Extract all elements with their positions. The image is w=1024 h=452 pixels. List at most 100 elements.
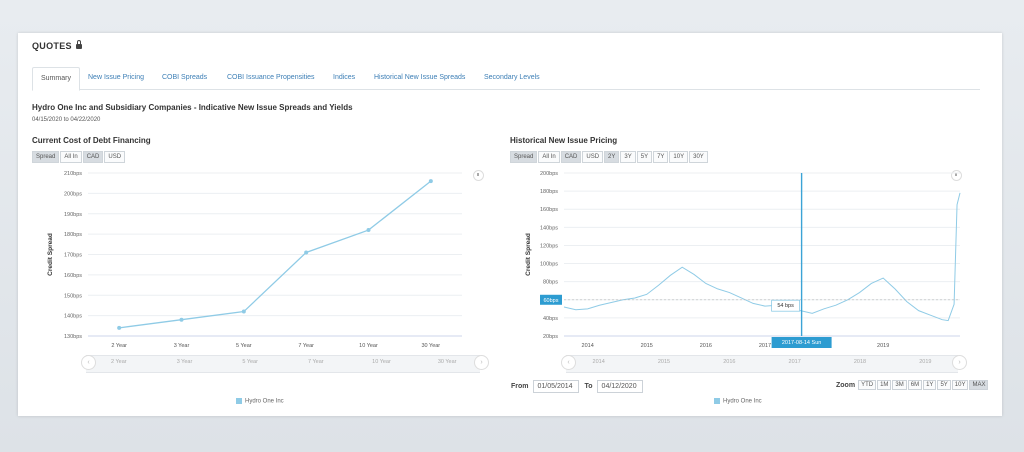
y-tick-label: 190bps — [64, 212, 82, 218]
y-tick-label: 160bps — [64, 273, 82, 279]
right-chart-download-icon[interactable] — [951, 170, 962, 181]
y-tick-label: 180bps — [64, 232, 82, 238]
cad-button[interactable]: CAD — [560, 151, 582, 163]
tab-cobi-issuance-propensities[interactable]: COBI Issuance Propensities — [227, 74, 315, 81]
data-point — [428, 179, 433, 184]
from-label: From — [511, 383, 529, 390]
y-tick-label: 20bps — [543, 334, 558, 340]
data-point — [366, 228, 371, 233]
to-label: To — [584, 383, 593, 390]
zoom-10y-button[interactable]: 10Y — [951, 380, 969, 390]
x-tick-label: 3 Year — [174, 343, 190, 349]
tab-bar: Summary New Issue Pricing COBI Spreads C… — [32, 67, 980, 91]
tab-summary[interactable]: Summary — [32, 67, 80, 91]
series-line — [563, 192, 961, 322]
x-tick-label: 2017 — [759, 343, 771, 349]
y-tick-label: 140bps — [64, 314, 82, 320]
left-chart-legend[interactable]: Hydro One Inc — [236, 398, 284, 405]
right-chart-navigator[interactable] — [566, 355, 958, 373]
right-navigator-prev-icon[interactable]: ‹ — [561, 355, 576, 370]
left-chart: 210bps 200bps 190bps 180bps 170bps 160bps 150b… — [47, 171, 462, 349]
spread-button[interactable]: Spread — [32, 151, 60, 163]
zoom-controls: Zoom YTD 1M 3M 6M 1Y 5Y 10Y MAX — [836, 380, 989, 390]
zoom-3m-button[interactable]: 3M — [892, 380, 907, 390]
zoom-ytd-button[interactable]: YTD — [858, 380, 877, 390]
tab-new-issue-pricing[interactable]: New Issue Pricing — [88, 74, 145, 81]
spread-button[interactable]: Spread — [510, 151, 538, 163]
tab-historical-new-issue-spreads[interactable]: Historical New Issue Spreads — [374, 74, 466, 81]
term-10y-button[interactable]: 10Y — [669, 151, 689, 163]
x-tick-label: 7 Year — [298, 343, 314, 349]
to-date-input[interactable]: 04/12/2020 — [596, 380, 643, 393]
quotes-header: QUOTES — [32, 40, 82, 51]
quotes-panel: QUOTES Summary New Issue Pricing COBI Sp… — [18, 33, 1002, 416]
zoom-1m-button[interactable]: 1M — [877, 380, 892, 390]
tooltip-box — [771, 299, 801, 312]
left-navigator-prev-icon[interactable]: ‹ — [81, 355, 96, 370]
crosshair-date-label: 2017-08-14 Sun — [782, 340, 821, 346]
lock-icon — [75, 40, 82, 49]
tab-indices[interactable]: Indices — [333, 74, 356, 81]
y-tick-label: 130bps — [64, 334, 82, 340]
y-tick-label: 200bps — [64, 191, 82, 197]
current-value-marker — [540, 294, 562, 305]
legend-label: Hydro One Inc — [723, 398, 762, 405]
zoom-1y-button[interactable]: 1Y — [923, 380, 937, 390]
navigator-label: 2018 — [853, 359, 867, 365]
crosshair-date-badge — [771, 337, 832, 348]
usd-button[interactable]: USD — [104, 151, 126, 163]
zoom-label: Zoom — [836, 381, 856, 389]
y-tick-label: 200bps — [540, 171, 558, 177]
zoom-max-button[interactable]: MAX — [969, 380, 989, 390]
left-chart-download-icon[interactable] — [473, 170, 484, 181]
all-in-button[interactable]: All In — [60, 151, 82, 163]
data-point — [179, 317, 184, 322]
usd-button[interactable]: USD — [582, 151, 604, 163]
y-tick-label: 170bps — [64, 253, 82, 259]
series-line — [119, 180, 432, 329]
navigator-label: 3 Year — [176, 359, 193, 365]
x-tick-label: 2016 — [700, 343, 712, 349]
right-chart-legend[interactable]: Hydro One Inc — [714, 398, 762, 405]
from-date-input[interactable]: 01/05/2014 — [532, 380, 579, 393]
y-tick-label: 160bps — [540, 207, 558, 213]
navigator-label: 2 Year — [111, 359, 127, 365]
data-point — [304, 250, 309, 255]
term-3y-button[interactable]: 3Y — [620, 151, 636, 163]
date-range-inputs: From 01/05/2014 To 04/12/2020 — [511, 380, 649, 393]
tooltip-label: 54 bps — [777, 303, 794, 309]
left-navigator-next-icon[interactable]: › — [474, 355, 489, 370]
cad-button[interactable]: CAD — [82, 151, 104, 163]
navigator-label: 2014 — [592, 359, 605, 365]
navigator-label: 5 Year — [242, 359, 258, 365]
quotes-title: QUOTES — [32, 41, 72, 51]
zoom-6m-button[interactable]: 6M — [907, 380, 923, 390]
right-chart-title: Historical New Issue Pricing — [510, 136, 618, 145]
right-chart: 200bps 180bps 160bps 140bps 120bps 100bps 80bp… — [525, 171, 961, 349]
x-tick-label: 2014 — [582, 343, 594, 349]
tab-secondary-levels[interactable]: Secondary Levels — [484, 74, 540, 81]
right-navigator-next-icon[interactable]: › — [952, 355, 967, 370]
y-tick-label: 80bps — [543, 280, 558, 286]
tab-cobi-spreads[interactable]: COBI Spreads — [162, 74, 208, 81]
navigator-label: 2015 — [657, 359, 671, 365]
x-tick-label: 2019 — [877, 343, 889, 349]
term-30y-button[interactable]: 30Y — [689, 151, 708, 163]
term-5y-button[interactable]: 5Y — [636, 151, 653, 163]
left-chart-navigator[interactable] — [86, 355, 480, 373]
zoom-5y-button[interactable]: 5Y — [937, 380, 951, 390]
left-chart-toggle-group: Spread All In CAD USD — [32, 151, 126, 163]
page-title: Hydro One Inc and Subsidiary Companies -… — [32, 103, 353, 112]
left-navigator-labels: 2 Year 3 Year 5 Year 7 Year 10 Year 30 Year — [86, 359, 480, 369]
y-tick-label: 120bps — [540, 243, 558, 249]
term-2y-button[interactable]: 2Y — [604, 151, 620, 163]
y-axis-title: Credit Spread — [525, 233, 532, 276]
term-7y-button[interactable]: 7Y — [653, 151, 669, 163]
x-tick-label: 2015 — [641, 343, 653, 349]
date-range: 04/15/2020 to 04/22/2020 — [32, 117, 101, 123]
all-in-button[interactable]: All In — [538, 151, 560, 163]
y-tick-label: 100bps — [540, 262, 558, 268]
y-tick-label: 210bps — [64, 171, 82, 177]
y-axis-title: Credit Spread — [47, 233, 54, 276]
current-value-label: 60bps — [544, 298, 559, 304]
